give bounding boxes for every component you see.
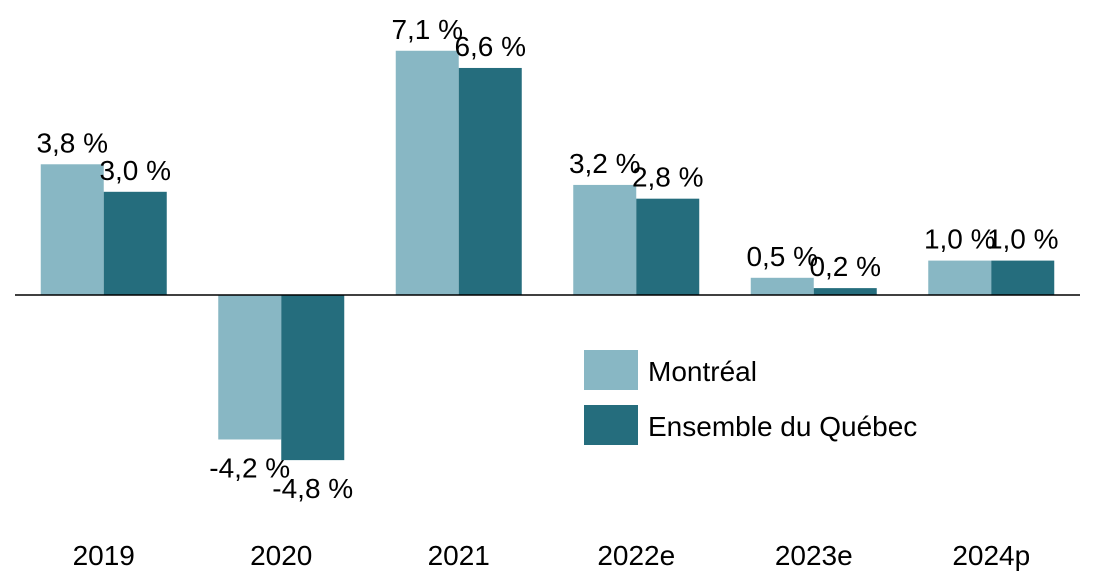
data-label: 6,6 %	[454, 31, 526, 62]
data-label: 3,8 %	[36, 127, 108, 158]
data-label: 7,1 %	[391, 14, 463, 45]
legend-label: Ensemble du Québec	[648, 411, 917, 442]
x-tick-label: 2023e	[775, 540, 853, 571]
data-label: 3,2 %	[569, 148, 641, 179]
data-label: 1,0 %	[987, 224, 1059, 255]
data-label: 0,2 %	[809, 251, 881, 282]
legend-swatch	[584, 405, 638, 445]
x-tick-label: 2021	[428, 540, 490, 571]
bar	[928, 260, 992, 295]
bar	[395, 50, 459, 296]
x-tick-label: 2022e	[597, 540, 675, 571]
bar	[40, 164, 104, 295]
data-label: 1,0 %	[924, 224, 996, 255]
bar	[103, 191, 167, 295]
data-label: 3,0 %	[99, 155, 171, 186]
data-label: -4,2 %	[209, 452, 290, 483]
bar	[281, 295, 345, 461]
data-label: -4,8 %	[272, 473, 353, 504]
bar	[458, 67, 522, 296]
legend-label: Montréal	[648, 356, 757, 387]
bar	[636, 198, 700, 295]
bar	[750, 277, 814, 295]
bar	[813, 288, 877, 295]
x-tick-label: 2019	[73, 540, 135, 571]
data-label: 0,5 %	[746, 241, 818, 272]
bar	[573, 184, 637, 295]
legend-swatch	[584, 350, 638, 390]
bar	[218, 295, 282, 440]
data-label: 2,8 %	[632, 162, 704, 193]
bar	[991, 260, 1055, 295]
x-tick-label: 2024p	[952, 540, 1030, 571]
x-tick-label: 2020	[250, 540, 312, 571]
